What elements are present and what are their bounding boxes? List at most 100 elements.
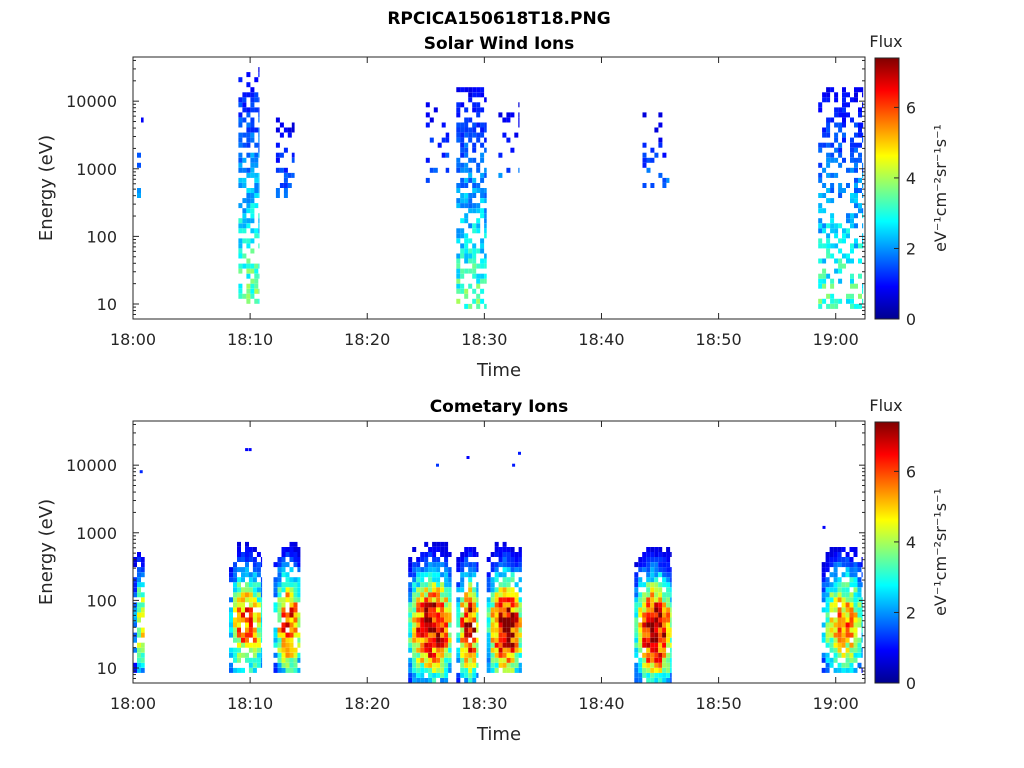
- heatmap-cell: [490, 592, 495, 598]
- heatmap-cell: [862, 183, 864, 188]
- heatmap-cell: [650, 597, 655, 603]
- heatmap-cell: [141, 582, 145, 588]
- heatmap-cell: [862, 137, 864, 143]
- heatmap-cell: [830, 293, 835, 299]
- heatmap-cell: [456, 107, 461, 113]
- heatmap-cell: [444, 667, 449, 673]
- heatmap-cell: [281, 647, 286, 653]
- heatmap-cell: [654, 552, 659, 557]
- heatmap-cell: [502, 572, 507, 578]
- heatmap-cell: [472, 253, 477, 259]
- heatmap-cell: [137, 617, 141, 623]
- heatmap-cell: [857, 582, 862, 588]
- heatmap-cell: [256, 637, 261, 643]
- heatmap-cell: [237, 541, 241, 547]
- heatmap-cell: [242, 263, 247, 269]
- heatmap-cell: [650, 147, 655, 153]
- heatmap-cell: [277, 562, 282, 568]
- heatmap-cell: [845, 587, 850, 593]
- heatmap-cell: [432, 592, 437, 598]
- heatmap-cell: [285, 562, 290, 568]
- heatmap-cell: [137, 627, 141, 633]
- heatmap-cell: [646, 567, 651, 573]
- heatmap-cell: [476, 582, 479, 588]
- heatmap-cell: [248, 547, 253, 552]
- heatmap-cell: [502, 607, 507, 613]
- heatmap-cell: [279, 183, 284, 188]
- heatmap-cell: [241, 567, 245, 573]
- heatmap-cell: [464, 117, 469, 123]
- heatmap-cell: [428, 617, 433, 623]
- heatmap-cell: [853, 567, 858, 573]
- heatmap-cell: [861, 667, 863, 673]
- colorbar-title: Flux: [869, 32, 902, 51]
- heatmap-cell: [650, 547, 655, 552]
- heatmap-cell: [464, 248, 469, 254]
- heatmap-cell: [841, 572, 846, 578]
- heatmap-cell: [293, 582, 298, 588]
- heatmap-cell: [850, 293, 854, 299]
- heatmap-cell: [242, 253, 247, 259]
- heatmap-cell: [254, 162, 259, 168]
- heatmap-cell: [662, 657, 667, 663]
- heatmap-cell: [476, 672, 479, 678]
- heatmap-cell: [468, 177, 473, 183]
- heatmap-cell: [850, 303, 854, 309]
- heatmap-cell: [293, 547, 298, 552]
- heatmap-cell: [846, 293, 850, 299]
- heatmap-cell: [141, 607, 145, 613]
- heatmap-cell: [506, 562, 511, 568]
- heatmap-cell: [490, 567, 495, 573]
- heatmap-cell: [472, 258, 477, 264]
- heatmap-cell: [670, 647, 672, 653]
- heatmap-cell: [408, 642, 413, 648]
- heatmap-cell: [416, 647, 421, 653]
- heatmap-cell: [456, 137, 461, 143]
- heatmap-cell: [238, 263, 243, 269]
- heatmap-cell: [248, 577, 253, 583]
- heatmap-cell: [829, 552, 834, 557]
- heatmap-cell: [518, 627, 522, 633]
- heatmap-cell: [250, 283, 255, 289]
- heatmap-cell: [662, 177, 667, 183]
- colorbar-units: eV⁻¹cm⁻²sr⁻¹s⁻¹: [931, 124, 950, 252]
- heatmap-cell: [658, 602, 663, 608]
- heatmap-cell: [654, 572, 659, 578]
- heatmap-cell: [480, 127, 485, 133]
- heatmap-cell: [242, 228, 247, 234]
- heatmap-cell: [133, 562, 137, 568]
- heatmap-cell: [460, 622, 465, 628]
- heatmap-cell: [285, 622, 290, 628]
- heatmap-cell: [456, 238, 461, 244]
- heatmap-cell: [514, 562, 519, 568]
- heatmap-cell: [518, 552, 522, 557]
- heatmap-cell: [476, 298, 481, 304]
- heatmap-cell: [666, 678, 671, 683]
- colorbar-tick-label: 0: [906, 310, 916, 329]
- heatmap-cell: [137, 602, 141, 608]
- heatmap-cell: [260, 557, 263, 562]
- heatmap-cell: [494, 552, 499, 557]
- heatmap-cell: [638, 632, 643, 638]
- heatmap-cell: [468, 662, 473, 668]
- heatmap-cell: [480, 288, 485, 294]
- heatmap-cell: [476, 597, 479, 603]
- heatmap-cell: [642, 607, 647, 613]
- heatmap-cell: [293, 647, 298, 653]
- heatmap-cell: [460, 132, 465, 138]
- heatmap-cell: [638, 642, 643, 648]
- heatmap-cell: [291, 172, 295, 178]
- heatmap-cell: [666, 562, 671, 568]
- heatmap-cell: [141, 627, 145, 633]
- heatmap-cell: [252, 572, 257, 578]
- heatmap-cell: [834, 157, 839, 163]
- heatmap-cell: [468, 642, 473, 648]
- heatmap-cell: [849, 612, 854, 618]
- heatmap-cell: [416, 612, 421, 618]
- heatmap-cell: [456, 188, 461, 193]
- heatmap-cell: [289, 627, 294, 633]
- heatmap-cell: [857, 592, 862, 598]
- heatmap-cell: [518, 122, 520, 128]
- heatmap-cell: [862, 122, 864, 128]
